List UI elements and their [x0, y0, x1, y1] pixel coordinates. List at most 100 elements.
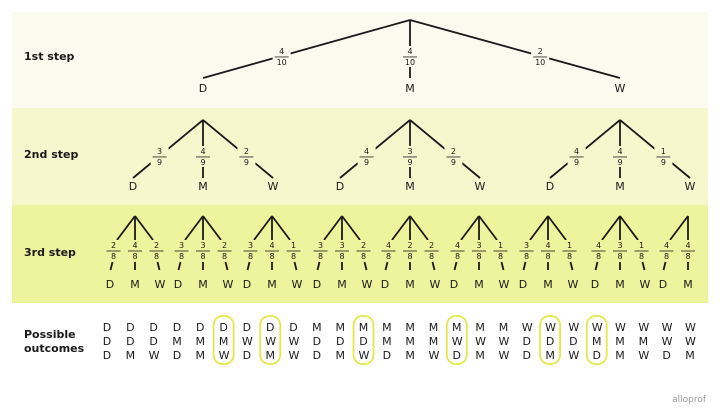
- fraction-step3: 28: [401, 240, 419, 261]
- fraction-step3: 28: [215, 240, 234, 261]
- fraction-denominator: 8: [154, 252, 159, 261]
- fraction-numerator: 4: [617, 147, 622, 156]
- outcome-highlights: [212, 315, 608, 365]
- fraction-denominator: 8: [429, 252, 434, 261]
- fraction-denominator: 9: [661, 158, 666, 167]
- fraction-denominator: 8: [455, 252, 460, 261]
- fraction-denominator: 8: [291, 252, 296, 261]
- fraction-numerator: 2: [429, 241, 434, 250]
- branch-step3: [529, 215, 549, 241]
- branch-step3: [271, 215, 291, 241]
- fraction-step3: 48: [126, 240, 144, 261]
- outcome-node: W: [430, 278, 441, 291]
- fraction-numerator: 4: [132, 241, 137, 250]
- fraction-denominator: 8: [269, 252, 274, 261]
- fraction-denominator: 9: [157, 158, 162, 167]
- branch-step3: [253, 215, 273, 241]
- outcome-node: W: [362, 278, 373, 291]
- fraction-numerator: 1: [567, 241, 572, 250]
- fraction-step3: 48: [379, 240, 398, 261]
- branch-step3: [460, 215, 480, 241]
- fraction-numerator: 2: [451, 147, 456, 156]
- fraction-denominator: 10: [405, 58, 415, 67]
- branch-step3: [202, 215, 222, 241]
- fraction-denominator: 8: [200, 252, 205, 261]
- branch-step3: [323, 215, 343, 241]
- outcome-node: W: [223, 278, 234, 291]
- highlight-circle: [212, 315, 235, 365]
- branch-step3-stub: [569, 261, 574, 271]
- fraction-denominator: 8: [476, 252, 481, 261]
- fraction-denominator: 8: [339, 252, 344, 261]
- fraction-numerator: 4: [200, 147, 205, 156]
- fraction-denominator: 9: [617, 158, 622, 167]
- highlight-circle: [445, 315, 468, 365]
- fraction-step3: 48: [263, 240, 281, 261]
- fraction-step3: 38: [241, 240, 260, 261]
- row-label-outcomes-line1: Possible: [24, 328, 76, 341]
- fraction-denominator: 8: [685, 252, 690, 261]
- fraction-numerator: 3: [617, 241, 622, 250]
- fraction-denominator: 8: [318, 252, 323, 261]
- outcome-node: D: [591, 278, 599, 291]
- branch-step3-stub: [594, 261, 599, 271]
- outcome-node: D: [174, 278, 182, 291]
- fraction-numerator: 3: [407, 147, 412, 156]
- branch-step3-stub: [293, 261, 298, 271]
- fraction-step3: 28: [104, 240, 123, 261]
- highlight-circle: [585, 315, 608, 365]
- branch-step1: [202, 19, 411, 79]
- fraction-step3: 48: [679, 240, 697, 261]
- fraction-numerator: 4: [269, 241, 274, 250]
- fraction-step2: 49: [611, 145, 629, 167]
- outcome-node: M: [130, 278, 140, 291]
- fraction-denominator: 8: [545, 252, 550, 261]
- outcome-node: D: [659, 278, 667, 291]
- fraction-numerator: 1: [661, 147, 666, 156]
- outcome-node: W: [292, 278, 303, 291]
- fraction-step3: 48: [448, 240, 467, 261]
- branch-step3-stub: [522, 261, 527, 271]
- branch-step3: [478, 215, 498, 241]
- fraction-step3: 28: [422, 240, 441, 261]
- branch-step3-stub: [246, 261, 251, 271]
- outcome-node: W: [568, 278, 579, 291]
- outcome-node: M: [683, 278, 693, 291]
- fraction-denominator: 8: [111, 252, 116, 261]
- outcome-node: W: [475, 180, 486, 193]
- outcome-node: W: [499, 278, 510, 291]
- fraction-denominator: 9: [451, 158, 456, 167]
- fraction-denominator: 8: [524, 252, 529, 261]
- outcome-node: M: [543, 278, 553, 291]
- fraction-step2: 29: [237, 145, 256, 167]
- branch-step3: [547, 215, 567, 241]
- fraction-numerator: 2: [222, 241, 227, 250]
- branch-step3-stub: [224, 261, 229, 271]
- fraction-numerator: 2: [361, 241, 366, 250]
- outcome-node: M: [474, 278, 484, 291]
- fraction-denominator: 8: [386, 252, 391, 261]
- fraction-denominator: 8: [498, 252, 503, 261]
- branch-step3-stub: [177, 261, 182, 271]
- outcome-node: D: [450, 278, 458, 291]
- branch-step3: [134, 215, 154, 241]
- fraction-numerator: 4: [545, 241, 550, 250]
- fraction-denominator: 8: [596, 252, 601, 261]
- fraction-numerator: 3: [476, 241, 481, 250]
- fraction-numerator: 4: [596, 241, 601, 250]
- fraction-denominator: 8: [617, 252, 622, 261]
- fraction-step3: 38: [333, 240, 351, 261]
- fraction-numerator: 4: [279, 47, 284, 56]
- fraction-numerator: 2: [154, 241, 159, 250]
- row-label-step3: 3rd step: [24, 246, 76, 259]
- outcome-node: D: [381, 278, 389, 291]
- fraction-step3: 38: [311, 240, 330, 261]
- fraction-step3: 48: [589, 240, 608, 261]
- fraction-numerator: 2: [244, 147, 249, 156]
- outcome-node: W: [685, 180, 696, 193]
- fraction-step2: 39: [150, 145, 169, 167]
- row-label-outcomes-line2: outcomes: [24, 342, 85, 355]
- branch-step3-stub: [316, 261, 321, 271]
- fraction-denominator: 9: [244, 158, 249, 167]
